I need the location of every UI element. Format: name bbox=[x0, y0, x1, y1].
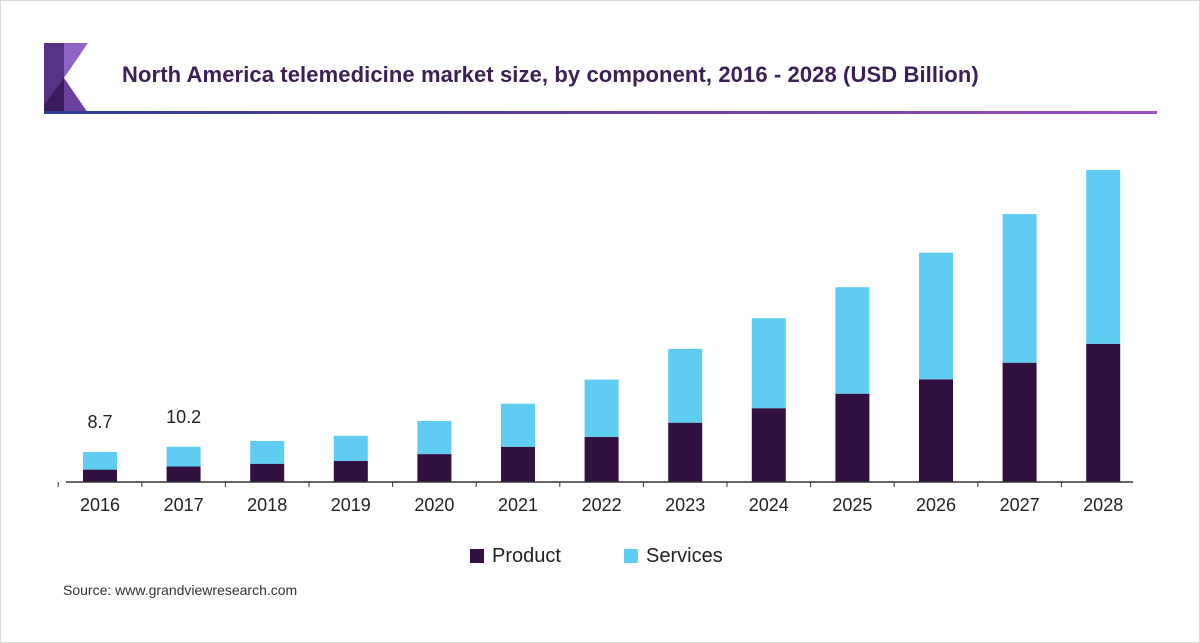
legend-label-services: Services bbox=[646, 544, 723, 567]
x-tick-label-2027: 2027 bbox=[1000, 495, 1040, 515]
x-tick-labels: 2016 2017 2018 2019 2020 2021 2022 2023 2024 2025… bbox=[80, 495, 1123, 515]
legend-item-product: Product bbox=[470, 541, 561, 571]
legend-swatch-product bbox=[470, 549, 484, 563]
bar-product-2024 bbox=[751, 408, 786, 482]
logo-right-upper bbox=[64, 43, 88, 78]
legend-item-services: Services bbox=[624, 541, 723, 571]
bar-product-2025 bbox=[835, 393, 870, 482]
x-tick-label-2021: 2021 bbox=[498, 495, 538, 515]
x-tick-label-2026: 2026 bbox=[916, 495, 956, 515]
bar-product-2017 bbox=[166, 466, 201, 482]
x-tick-label-2025: 2025 bbox=[832, 495, 872, 515]
bar-services-2028 bbox=[1086, 170, 1121, 344]
source-note: Source: www.grandviewresearch.com bbox=[63, 582, 297, 598]
bar-services-2022 bbox=[584, 379, 619, 437]
logo-mid-wedge bbox=[44, 43, 64, 105]
logo-right-lower bbox=[64, 78, 88, 113]
bar-services-2020 bbox=[417, 421, 452, 455]
bar-product-2018 bbox=[250, 463, 285, 482]
source-link[interactable]: www.grandviewresearch.com bbox=[115, 582, 298, 598]
bar-product-2023 bbox=[668, 422, 703, 482]
bar-services-2021 bbox=[501, 403, 535, 447]
legend: Product Services bbox=[0, 541, 1200, 571]
x-tick-label-2017: 2017 bbox=[164, 495, 204, 515]
x-tick-label-2028: 2028 bbox=[1083, 495, 1123, 515]
x-tick-label-2018: 2018 bbox=[247, 495, 287, 515]
bar-services-2018 bbox=[250, 441, 285, 464]
x-tick-label-2024: 2024 bbox=[749, 495, 789, 515]
data-label-2016: 8.7 bbox=[87, 412, 112, 432]
bar-product-2028 bbox=[1086, 343, 1121, 482]
x-tick-label-2022: 2022 bbox=[582, 495, 622, 515]
bar-product-2020 bbox=[417, 454, 452, 482]
x-tick-label-2019: 2019 bbox=[331, 495, 371, 515]
bar-services-2027 bbox=[1002, 214, 1037, 363]
title-underline bbox=[44, 111, 1157, 114]
x-tick-label-2016: 2016 bbox=[80, 495, 120, 515]
bar-product-2027 bbox=[1002, 362, 1037, 482]
legend-swatch-services bbox=[624, 549, 638, 563]
bar-product-2016 bbox=[83, 469, 117, 482]
bar-product-2021 bbox=[501, 446, 535, 482]
bar-product-2022 bbox=[584, 436, 619, 482]
data-labels: 8.7 10.2 bbox=[87, 407, 201, 432]
x-tick-label-2020: 2020 bbox=[414, 495, 454, 515]
bar-services-2025 bbox=[835, 287, 870, 394]
bar-services-2019 bbox=[333, 435, 368, 461]
x-tick-label-2023: 2023 bbox=[665, 495, 705, 515]
brand-logo-icon bbox=[44, 43, 88, 113]
bar-product-2026 bbox=[919, 379, 953, 482]
bar-services-2026 bbox=[919, 252, 953, 380]
bar-services-2017 bbox=[166, 446, 201, 467]
bar-services-2023 bbox=[668, 348, 703, 423]
chart-title: North America telemedicine market size, … bbox=[122, 62, 979, 87]
legend-label-product: Product bbox=[492, 544, 561, 567]
bar-services-2016 bbox=[83, 452, 117, 470]
bar-services-2024 bbox=[751, 318, 786, 409]
bars-layer bbox=[83, 170, 1121, 482]
bar-product-2019 bbox=[333, 461, 368, 482]
data-label-2017: 10.2 bbox=[166, 407, 201, 427]
source-prefix: Source: bbox=[63, 582, 116, 598]
x-tick-marks bbox=[57, 482, 1062, 487]
